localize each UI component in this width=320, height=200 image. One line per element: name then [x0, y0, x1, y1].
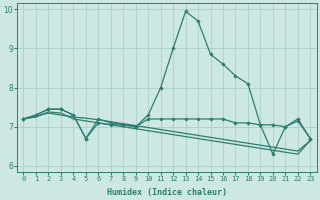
X-axis label: Humidex (Indice chaleur): Humidex (Indice chaleur)	[107, 188, 227, 197]
